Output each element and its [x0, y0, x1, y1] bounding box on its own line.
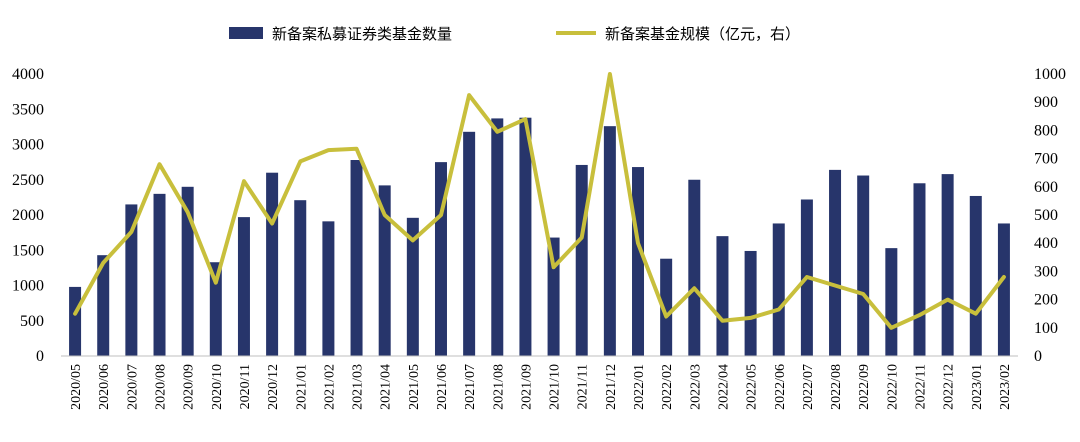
- x-tick-label: 2022/06: [773, 364, 788, 410]
- x-tick-label: 2022/04: [716, 364, 731, 410]
- y-right-tick-label: 900: [1034, 94, 1058, 111]
- x-tick-label: 2022/01: [632, 364, 647, 410]
- y-right-tick-label: 1000: [1034, 66, 1066, 83]
- y-right-tick-label: 200: [1034, 292, 1058, 309]
- bar: [322, 221, 335, 356]
- bar: [69, 286, 82, 356]
- bar: [237, 217, 250, 356]
- legend-bar-swatch: [229, 27, 263, 39]
- bar: [519, 117, 532, 357]
- x-tick-label: 2020/10: [210, 364, 225, 410]
- bar: [350, 160, 363, 356]
- x-tick-label: 2021/03: [351, 364, 366, 410]
- y-left-tick-label: 3500: [12, 101, 44, 118]
- y-axis-left: 0 500 1000 1500 2000 2500 3000 3500 4000: [12, 66, 44, 365]
- x-tick-label: 2020/11: [238, 364, 253, 409]
- x-tick-label: 2020/12: [266, 364, 281, 410]
- y-left-tick-label: 2500: [12, 172, 44, 189]
- x-tick-label: 2021/09: [519, 364, 534, 410]
- y-left-tick-label: 3000: [12, 137, 44, 154]
- x-tick-label: 2021/10: [548, 364, 563, 410]
- x-tick-label: 2022/11: [913, 364, 928, 409]
- x-tick-label: 2021/11: [576, 364, 591, 409]
- bar: [463, 131, 476, 356]
- x-tick-label: 2021/04: [379, 364, 394, 410]
- x-tick-label: 2022/08: [829, 364, 844, 410]
- y-right-tick-label: 100: [1034, 320, 1058, 337]
- bar: [772, 223, 785, 356]
- bar: [969, 195, 982, 356]
- y-left-tick-label: 1000: [12, 278, 44, 295]
- bar: [632, 167, 645, 356]
- x-tick-label: 2021/08: [491, 364, 506, 410]
- x-axis: 2020/05 2020/06 2020/07 2020/08 2020/09 2020/…: [69, 364, 1013, 410]
- legend-bar-label: 新备案私募证券类基金数量: [272, 25, 452, 43]
- x-tick-label: 2020/06: [97, 364, 112, 410]
- x-tick-label: 2020/07: [125, 364, 140, 410]
- y-axis-right: 0 100 200 300 400 500 600 700 800 900 1000: [1034, 66, 1066, 365]
- y-right-tick-label: 600: [1034, 179, 1058, 196]
- bar: [716, 236, 729, 356]
- bar: [209, 262, 222, 356]
- legend-line-label: 新备案基金规模（亿元，右）: [605, 25, 800, 43]
- x-tick-label: 2021/02: [322, 364, 337, 410]
- bar: [125, 204, 138, 356]
- y-right-tick-label: 0: [1034, 348, 1042, 365]
- y-right-tick-label: 700: [1034, 151, 1058, 168]
- y-right-tick-label: 300: [1034, 263, 1058, 280]
- x-tick-label: 2022/07: [801, 364, 816, 410]
- y-right-tick-label: 800: [1034, 122, 1058, 139]
- bar: [97, 255, 110, 356]
- bar: [857, 175, 870, 356]
- bar: [153, 193, 166, 356]
- x-tick-label: 2021/07: [463, 364, 478, 410]
- x-tick-label: 2023/01: [970, 364, 985, 410]
- bar: [406, 217, 419, 356]
- bar: [181, 186, 194, 356]
- line-series: [73, 72, 1006, 330]
- x-tick-label: 2021/01: [294, 364, 309, 410]
- x-tick-label: 2022/03: [688, 364, 703, 410]
- x-tick-label: 2022/12: [942, 364, 957, 410]
- legend: 新备案私募证券类基金数量 新备案基金规模（亿元，右）: [229, 25, 800, 43]
- bar: [941, 174, 954, 356]
- bar: [575, 164, 588, 356]
- x-tick-label: 2021/05: [407, 364, 422, 410]
- x-tick-label: 2022/05: [745, 364, 760, 410]
- bar: [547, 237, 560, 356]
- y-left-tick-label: 1500: [12, 242, 44, 259]
- x-tick-label: 2020/08: [154, 364, 169, 410]
- x-tick-label: 2022/02: [660, 364, 675, 410]
- x-tick-label: 2020/09: [182, 364, 197, 410]
- bar: [688, 179, 701, 356]
- x-tick-label: 2023/02: [998, 364, 1013, 410]
- y-left-tick-label: 2000: [12, 207, 44, 224]
- y-right-tick-label: 500: [1034, 207, 1058, 224]
- y-right-tick-label: 400: [1034, 235, 1058, 252]
- bar: [378, 185, 391, 356]
- bar: [997, 223, 1010, 356]
- bar: [294, 200, 307, 356]
- x-tick-label: 2021/12: [604, 364, 619, 410]
- bar: [913, 183, 926, 356]
- x-tick-label: 2020/05: [69, 364, 84, 410]
- series-line: [73, 72, 1006, 330]
- x-tick-label: 2022/09: [857, 364, 872, 410]
- bar: [885, 248, 898, 356]
- bar: [266, 172, 279, 356]
- bar-series: [69, 117, 1010, 357]
- x-tick-label: 2021/06: [435, 364, 450, 410]
- x-tick-label: 2022/10: [885, 364, 900, 410]
- y-left-tick-label: 0: [36, 348, 44, 365]
- bar: [744, 250, 757, 356]
- y-left-tick-label: 500: [20, 313, 44, 330]
- y-left-tick-label: 4000: [12, 66, 44, 83]
- bar: [829, 169, 842, 356]
- bar: [603, 126, 616, 356]
- bar: [660, 258, 673, 356]
- bar: [491, 118, 504, 356]
